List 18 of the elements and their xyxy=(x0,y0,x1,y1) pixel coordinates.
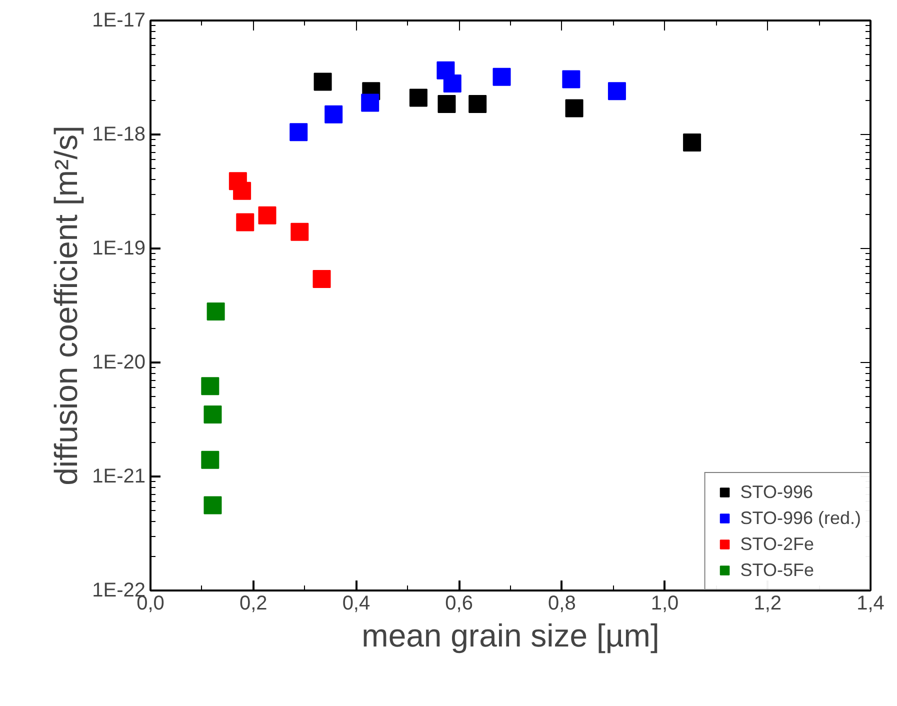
legend-label: STO-996 (red.) xyxy=(740,508,861,528)
y-tick-label: 1E-21 xyxy=(92,466,146,488)
x-tick-label: 0,4 xyxy=(342,592,370,614)
y-axis-title: diffusion coefficient [m²/s] xyxy=(48,126,84,486)
x-tick-label: 1,0 xyxy=(650,592,679,614)
x-tick-label: 0,2 xyxy=(239,592,268,614)
y-tick-label: 1E-18 xyxy=(92,124,146,146)
x-tick-label: 0,6 xyxy=(445,592,473,614)
y-tick-label: 1E-20 xyxy=(92,352,146,374)
x-tick-label: 1,2 xyxy=(754,592,782,614)
x-axis-title: mean grain size [µm] xyxy=(362,618,660,654)
legend-label: STO-5Fe xyxy=(740,560,814,580)
x-tick-label: 1,4 xyxy=(856,592,884,614)
y-tick-label: 1E-17 xyxy=(92,10,146,32)
y-tick-label: 1E-19 xyxy=(92,238,146,260)
x-tick-label: 0,8 xyxy=(548,592,576,614)
legend-label: STO-2Fe xyxy=(740,534,814,554)
legend-label: STO-996 xyxy=(740,482,813,502)
